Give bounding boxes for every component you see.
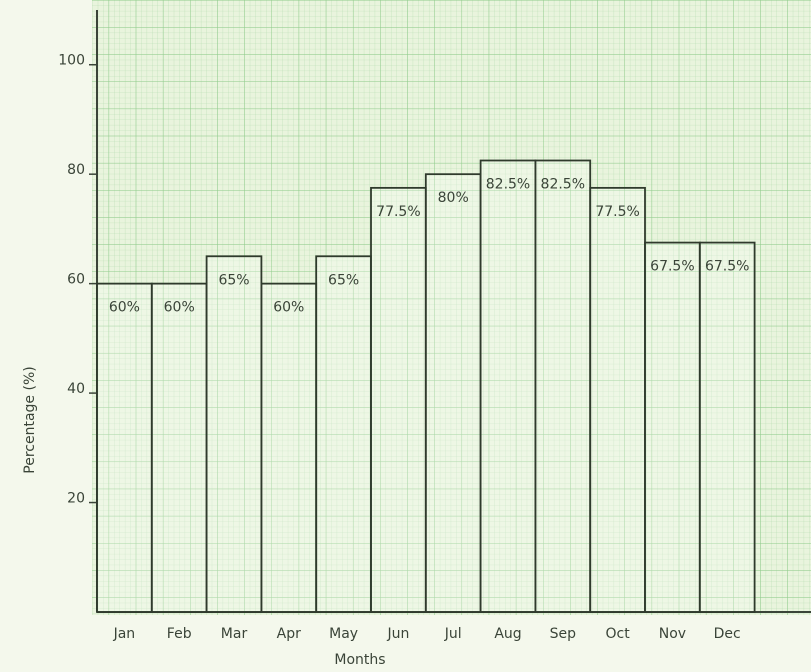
value-label: 60% (273, 300, 304, 316)
value-label: 60% (109, 300, 140, 316)
bar (534, 159, 592, 613)
y-tick-label: 60 (67, 272, 85, 288)
value-label: 77.5% (595, 204, 639, 220)
y-tick-label: 80 (67, 162, 85, 178)
x-axis-label: Months (334, 652, 385, 668)
value-label: 65% (328, 272, 359, 288)
value-label: 65% (218, 272, 249, 288)
value-label: 80% (438, 190, 469, 206)
x-tick-label: Jul (444, 626, 462, 642)
bar (370, 186, 427, 613)
x-tick-label: Jan (113, 626, 136, 642)
value-label: 77.5% (376, 204, 420, 220)
x-tick-label: Aug (494, 626, 521, 642)
y-tick-label: 20 (67, 491, 85, 507)
x-tick-label: Mar (221, 626, 248, 642)
bar (644, 241, 701, 613)
value-label: 67.5% (705, 259, 749, 275)
value-label: 60% (164, 300, 195, 316)
x-tick-label: Feb (167, 626, 192, 642)
graph-paper-coarse (92, 0, 811, 615)
x-tick-label: Jun (386, 626, 409, 642)
bar (479, 159, 537, 613)
bar (698, 241, 756, 613)
bar (424, 173, 482, 613)
x-tick-label: Apr (277, 626, 301, 642)
y-axis-label: Percentage (%) (22, 366, 38, 473)
bar (315, 255, 372, 613)
x-tick-label: Sep (550, 626, 577, 642)
value-label: 67.5% (650, 259, 694, 275)
bar (150, 282, 208, 613)
x-tick-label: Oct (605, 626, 630, 642)
bar (589, 186, 646, 613)
x-tick-label: Dec (714, 626, 741, 642)
bar (96, 282, 153, 613)
bar (260, 282, 318, 613)
y-tick-label: 100 (58, 53, 85, 69)
x-tick-label: May (329, 626, 358, 642)
value-label: 82.5% (486, 177, 530, 193)
x-tick-label: Nov (659, 626, 686, 642)
value-label: 82.5% (541, 177, 585, 193)
bar (205, 255, 263, 613)
y-tick-label: 40 (67, 381, 85, 397)
